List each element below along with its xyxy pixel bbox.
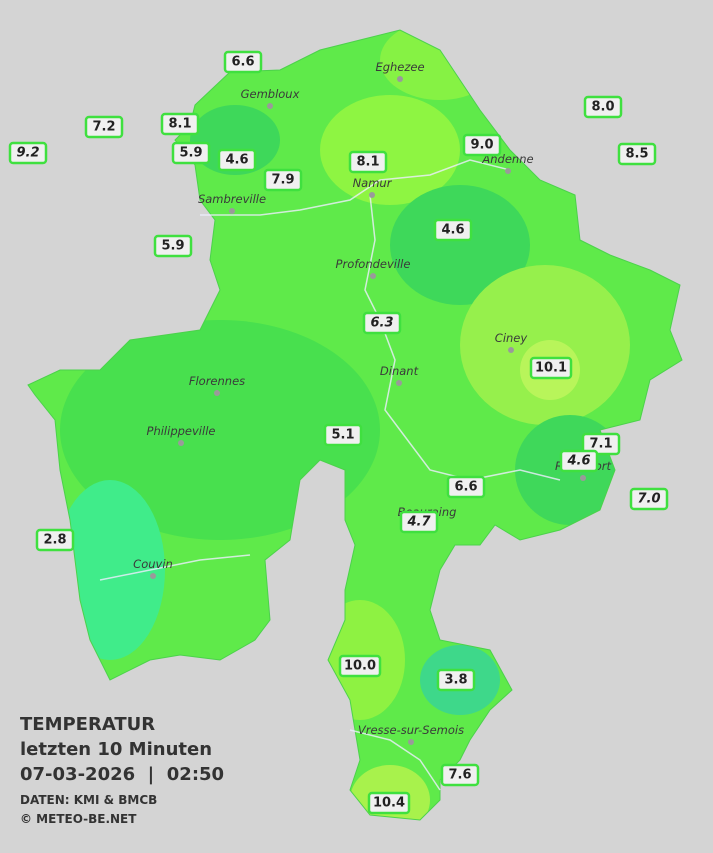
station-value: 8.5 xyxy=(625,147,648,162)
city-label: Dinant xyxy=(380,364,419,378)
station-box xyxy=(581,432,621,456)
station-box xyxy=(338,654,382,678)
station-value: 7.9 xyxy=(271,173,294,188)
station-value: 5.9 xyxy=(179,146,202,161)
station-box xyxy=(583,95,623,119)
city-label: Profondeville xyxy=(336,257,411,271)
city-dot xyxy=(505,168,511,174)
station-box xyxy=(160,112,200,136)
station-value: 5.9 xyxy=(161,239,184,254)
city-label: Namur xyxy=(353,176,393,190)
station-value: 10.4 xyxy=(373,796,405,811)
station-box xyxy=(171,141,211,165)
legend: TEMPERATUR letzten 10 Minuten 07-03-2026… xyxy=(20,714,224,826)
station-box xyxy=(433,218,473,242)
city-dot xyxy=(150,573,156,579)
city-dot xyxy=(369,192,375,198)
legend-subtitle: letzten 10 Minuten xyxy=(20,739,212,760)
station-value: 6.3 xyxy=(370,316,393,331)
station-value: 4.6 xyxy=(441,223,464,238)
cities: EghezeeGemblouxAndenneNamurSambrevillePr… xyxy=(133,60,612,745)
legend-datetime: 07-03-2026 | 02:50 xyxy=(20,764,224,785)
station-box xyxy=(629,487,669,511)
station-value: 7.6 xyxy=(448,768,471,783)
station-box xyxy=(617,142,657,166)
city-label: Eghezee xyxy=(375,60,424,74)
rivers xyxy=(99,159,561,791)
station-value: 5.1 xyxy=(331,428,354,443)
city-label: Florennes xyxy=(189,374,245,388)
city-label: Philippeville xyxy=(147,424,216,438)
station-value: 7.1 xyxy=(589,437,612,452)
station-value: 9.2 xyxy=(16,146,39,161)
city-dot xyxy=(397,76,403,82)
station-box xyxy=(35,528,75,552)
city-dot xyxy=(229,208,235,214)
city-label: Ciney xyxy=(495,331,528,345)
city-dot xyxy=(267,103,273,109)
station-box xyxy=(440,763,480,787)
station-value: 4.7 xyxy=(406,515,431,530)
city-label: Gembloux xyxy=(241,87,300,101)
station-value: 10.0 xyxy=(344,659,376,674)
station-value: 10.1 xyxy=(535,361,567,376)
station-value: 4.6 xyxy=(566,454,590,469)
legend-source: DATEN: KMI & BMCB xyxy=(20,793,157,807)
station-value: 8.1 xyxy=(356,155,379,170)
legend-title: TEMPERATUR xyxy=(20,714,155,735)
stations: 6.6 7.2 8.1 9.2 5.9 4.6 7.9 8.1 9.0 8.0 8.5 5.9 4.6 6… xyxy=(8,50,669,815)
city-dot xyxy=(370,273,376,279)
station-box xyxy=(399,510,439,534)
city-dot xyxy=(178,440,184,446)
city-dot xyxy=(214,390,220,396)
station-value: 2.8 xyxy=(43,533,66,548)
city-label: Vresse-sur-Semois xyxy=(358,723,464,737)
station-box xyxy=(8,141,48,165)
station-value: 8.1 xyxy=(168,117,191,132)
station-box xyxy=(446,475,486,499)
city-label: Couvin xyxy=(133,557,173,571)
station-box xyxy=(323,423,363,447)
legend-copyright: © METEO-BE.NET xyxy=(20,812,137,826)
city-dot xyxy=(508,347,514,353)
station-box xyxy=(362,311,402,335)
station-box xyxy=(462,133,502,157)
station-box xyxy=(263,168,303,192)
station-value: 3.8 xyxy=(444,673,467,688)
station-value: 6.6 xyxy=(231,55,254,70)
city-dot xyxy=(396,380,402,386)
station-value: 8.0 xyxy=(591,100,614,115)
station-box xyxy=(223,50,263,74)
station-box xyxy=(217,148,257,172)
city-label: Sambreville xyxy=(198,192,266,206)
station-box xyxy=(153,234,193,258)
station-box xyxy=(84,115,124,139)
station-value: 9.0 xyxy=(470,138,493,153)
station-value: 6.6 xyxy=(454,480,477,495)
station-value: 4.6 xyxy=(225,153,248,168)
city-dot xyxy=(408,739,414,745)
station-value: 7.2 xyxy=(92,120,115,135)
city-dot xyxy=(580,475,586,481)
station-box xyxy=(436,668,476,692)
station-box xyxy=(348,150,388,174)
station-box xyxy=(529,356,573,380)
station-value: 7.0 xyxy=(637,492,660,507)
station-box xyxy=(367,791,411,815)
station-box xyxy=(559,449,599,473)
